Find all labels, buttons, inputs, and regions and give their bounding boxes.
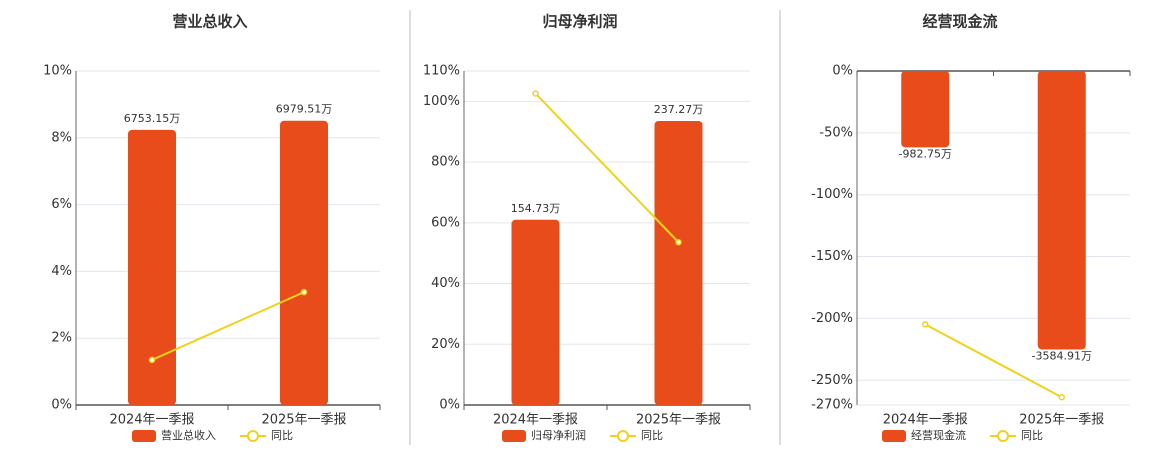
y-tick-label: -100% bbox=[811, 187, 853, 202]
x-tick-label: 2024年一季报 bbox=[883, 413, 968, 428]
legend-label: 同比 bbox=[271, 429, 293, 442]
y-tick-label: 20% bbox=[431, 337, 460, 352]
bar bbox=[1037, 71, 1086, 350]
line-point bbox=[532, 90, 539, 97]
y-tick-label: 8% bbox=[51, 130, 72, 145]
bar-value-label: 6979.51万 bbox=[276, 103, 333, 116]
x-tick-label: 2025年一季报 bbox=[261, 413, 346, 428]
bar bbox=[280, 120, 328, 405]
bar-value-label: -3584.91万 bbox=[1032, 349, 1092, 362]
y-tick-label: -150% bbox=[811, 249, 853, 264]
legend-label: 同比 bbox=[641, 429, 663, 442]
y-tick-label: 10% bbox=[43, 64, 72, 79]
y-tick-label: 4% bbox=[51, 264, 72, 279]
y-tick-label: 2% bbox=[51, 331, 72, 346]
y-tick-label: -50% bbox=[819, 125, 853, 140]
line-point bbox=[1058, 393, 1065, 401]
line bbox=[151, 291, 305, 361]
line-point bbox=[300, 288, 308, 296]
bar-value-label: 154.73万 bbox=[511, 202, 561, 215]
legend-label: 经营现金流 bbox=[911, 428, 966, 442]
bar bbox=[901, 71, 950, 148]
legend-swatch bbox=[502, 430, 526, 442]
bar bbox=[128, 129, 176, 405]
y-tick-label: -200% bbox=[811, 311, 853, 326]
y-tick-label: 40% bbox=[431, 276, 460, 291]
x-tick-label: 2025年一季报 bbox=[1019, 413, 1104, 428]
bar bbox=[654, 120, 703, 405]
bar-value-label: 237.27万 bbox=[654, 103, 704, 116]
chart-title: 营业总收入 bbox=[172, 13, 247, 31]
y-tick-label: 100% bbox=[423, 94, 460, 109]
legend-label: 归母净利润 bbox=[531, 428, 586, 442]
x-tick-label: 2024年一季报 bbox=[493, 413, 578, 428]
legend-swatch bbox=[132, 430, 156, 442]
line-point bbox=[148, 356, 156, 364]
bar-value-label: -982.75万 bbox=[899, 147, 952, 160]
chart-title: 经营现金流 bbox=[922, 13, 997, 31]
line bbox=[924, 323, 1063, 399]
y-tick-label: -270% bbox=[811, 398, 853, 413]
y-tick-label: 110% bbox=[423, 64, 460, 79]
y-tick-label: -250% bbox=[811, 373, 853, 388]
bar bbox=[511, 219, 560, 405]
legend-label: 营业总收入 bbox=[161, 428, 216, 442]
x-tick-label: 2025年一季报 bbox=[636, 413, 721, 428]
y-tick-label: 0% bbox=[51, 398, 72, 413]
x-tick-label: 2024年一季报 bbox=[109, 413, 194, 428]
legend-label: 同比 bbox=[1021, 429, 1043, 442]
y-tick-label: 80% bbox=[431, 155, 460, 170]
chart-title: 归母净利润 bbox=[542, 13, 617, 31]
y-tick-label: 0% bbox=[439, 398, 460, 413]
line-point bbox=[675, 239, 682, 246]
y-tick-label: 6% bbox=[51, 197, 72, 212]
bar-value-label: 6753.15万 bbox=[124, 112, 181, 125]
legend-swatch bbox=[882, 430, 906, 442]
legend-marker bbox=[617, 430, 629, 442]
line bbox=[534, 92, 680, 243]
y-tick-label: 60% bbox=[431, 215, 460, 230]
line-point bbox=[922, 321, 929, 328]
y-tick-label: 0% bbox=[832, 64, 853, 79]
legend-marker bbox=[997, 430, 1009, 442]
legend-marker bbox=[247, 430, 259, 442]
